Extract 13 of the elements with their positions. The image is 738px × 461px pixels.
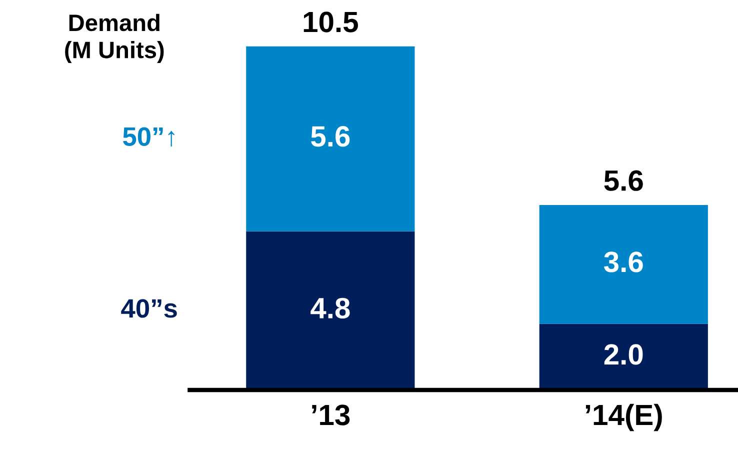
x-tick-label: ’13 [312,404,350,426]
bar [246,46,415,232]
bar [539,204,708,324]
data-label: 5.6 [311,126,350,147]
text: 40”s [121,299,177,318]
data-label: 4.8 [310,298,350,319]
data-label: 2.0 [604,344,643,365]
total-label: 10.5 [304,12,358,32]
data-label: 3.6 [604,252,643,272]
total-label: 5.6 [604,170,643,191]
y-axis-title: Demand (M Units) [65,14,164,63]
text: 50”↑ [123,127,174,146]
x-tick-label: ’14(E) [586,404,662,432]
